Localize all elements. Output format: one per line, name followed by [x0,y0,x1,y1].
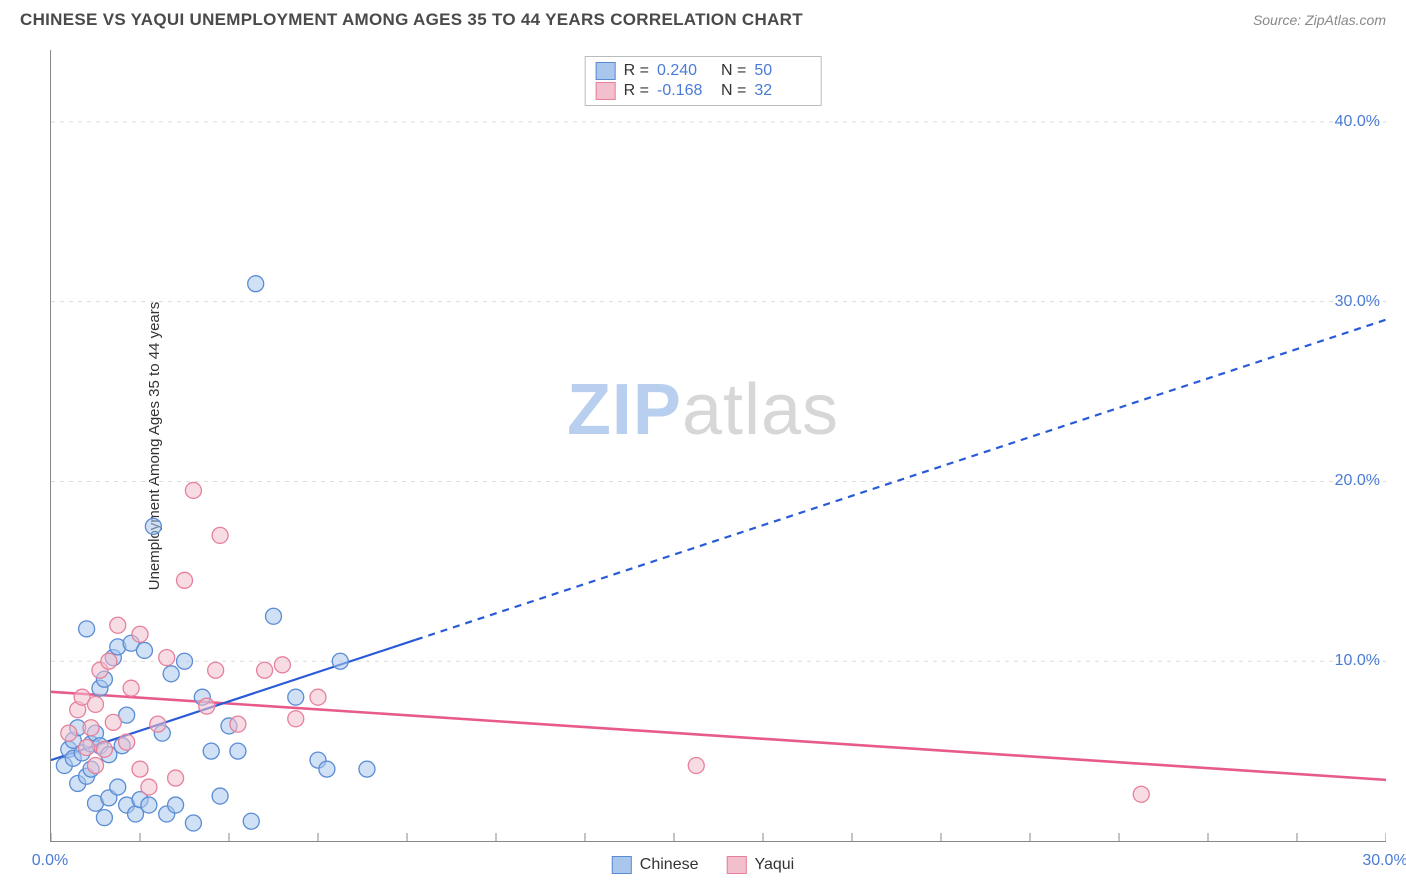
plot-area [50,50,1386,842]
y-tick-label: 10.0% [1335,652,1380,670]
legend-stats-row-chinese: R = 0.240 N = 50 [596,61,811,81]
y-tick-label: 30.0% [1335,293,1380,311]
legend-stats-row-yaqui: R = -0.168 N = 32 [596,81,811,101]
swatch-yaqui-icon [726,856,746,874]
legend-label-chinese: Chinese [640,856,699,874]
r-value-chinese: 0.240 [657,62,713,80]
n-value-yaqui: 32 [754,82,810,100]
y-tick-label: 40.0% [1335,113,1380,131]
scatter-svg [51,50,1386,841]
legend-stats: R = 0.240 N = 50 R = -0.168 N = 32 [585,56,822,106]
header: CHINESE VS YAQUI UNEMPLOYMENT AMONG AGES… [0,0,1406,38]
swatch-chinese [596,62,616,80]
legend-item-chinese: Chinese [612,856,699,874]
source-label: Source: ZipAtlas.com [1253,12,1386,28]
swatch-chinese-icon [612,856,632,874]
r-value-yaqui: -0.168 [657,82,713,100]
legend-label-yaqui: Yaqui [754,856,794,874]
legend-series: Chinese Yaqui [612,856,794,874]
x-tick-label: 0.0% [32,852,68,870]
n-value-chinese: 50 [754,62,810,80]
x-tick-label: 30.0% [1362,852,1406,870]
chart-title: CHINESE VS YAQUI UNEMPLOYMENT AMONG AGES… [20,10,803,30]
y-tick-label: 20.0% [1335,472,1380,490]
swatch-yaqui [596,82,616,100]
legend-item-yaqui: Yaqui [726,856,794,874]
